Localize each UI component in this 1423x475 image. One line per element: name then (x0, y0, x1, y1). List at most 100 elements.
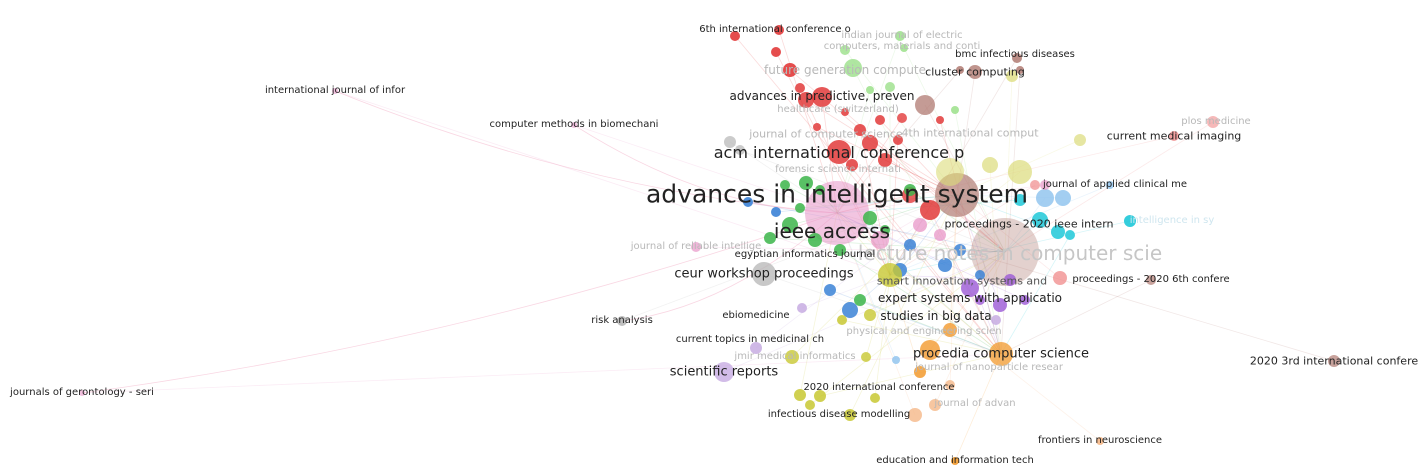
node-bubble[interactable] (1096, 437, 1104, 445)
node-bubble[interactable] (989, 342, 1013, 366)
node-label[interactable]: computer methods in biomechani (489, 119, 659, 130)
node-bubble[interactable] (812, 87, 832, 107)
node-bubble[interactable] (1036, 189, 1054, 207)
node-bubble[interactable] (808, 233, 822, 247)
node-label[interactable]: 2020 international conference (803, 382, 955, 393)
node-bubble[interactable] (1124, 215, 1136, 227)
node-bubble[interactable] (943, 323, 957, 337)
node-label[interactable]: journal of nanoparticle resear (915, 362, 1063, 373)
node-bubble[interactable] (771, 207, 781, 217)
node-bubble[interactable] (785, 350, 799, 364)
node-bubble[interactable] (954, 244, 966, 256)
node-bubble[interactable] (975, 270, 985, 280)
node-bubble[interactable] (764, 232, 776, 244)
node-bubble[interactable] (864, 309, 876, 321)
node-bubble[interactable] (920, 200, 940, 220)
node-bubble[interactable] (840, 45, 850, 55)
node-label[interactable]: smart innovation, systems and (876, 274, 1048, 288)
node-bubble[interactable] (846, 159, 858, 171)
node-bubble[interactable] (724, 136, 736, 148)
node-bubble[interactable] (1006, 70, 1018, 82)
node-bubble[interactable] (714, 362, 734, 382)
node-bubble[interactable] (814, 390, 826, 402)
node-label[interactable]: journal of advan (934, 398, 1016, 409)
node-bubble[interactable] (1207, 116, 1219, 128)
node-label[interactable]: journal of computer science (749, 127, 903, 141)
node-label[interactable]: studies in big data (880, 309, 992, 323)
node-label[interactable]: proceedings - 2020 6th confere (1072, 274, 1230, 285)
node-bubble[interactable] (934, 229, 946, 241)
node-bubble[interactable] (900, 44, 908, 52)
node-label[interactable]: current medical imaging (1106, 129, 1242, 143)
node-bubble[interactable] (956, 66, 964, 74)
node-label[interactable]: jmir medical informatics (734, 351, 856, 362)
node-label[interactable]: frontiers in neuroscience (1038, 435, 1162, 446)
node-bubble[interactable] (938, 258, 952, 272)
node-label[interactable]: scientific reports (669, 364, 779, 380)
node-label[interactable]: 4th international comput (901, 126, 1039, 140)
node-label[interactable]: lecture notes in computer scie (857, 241, 1163, 265)
node-bubble[interactable] (863, 211, 877, 225)
node-bubble[interactable] (783, 63, 797, 77)
node-bubble[interactable] (929, 399, 941, 411)
node-label[interactable]: education and information tech (876, 455, 1034, 466)
node-bubble[interactable] (813, 123, 821, 131)
node-bubble[interactable] (1146, 275, 1156, 285)
node-bubble[interactable] (1032, 212, 1048, 228)
node-bubble[interactable] (993, 298, 1007, 312)
node-bubble[interactable] (971, 218, 1039, 286)
node-bubble[interactable] (968, 65, 982, 79)
node-label[interactable]: physical and engineering scien (846, 326, 1002, 337)
node-label[interactable]: acm international conference p (713, 143, 965, 162)
node-bubble[interactable] (861, 352, 871, 362)
node-bubble[interactable] (945, 380, 955, 390)
node-bubble[interactable] (1004, 274, 1016, 286)
node-bubble[interactable] (735, 145, 745, 155)
node-bubble[interactable] (815, 185, 825, 195)
node-label[interactable]: current topics in medicinal ch (675, 334, 825, 345)
node-label[interactable]: journal of applied clinical me (1042, 179, 1188, 190)
node-label[interactable]: ceur workshop proceedings (674, 266, 854, 282)
node-label[interactable]: procedia computer science (912, 346, 1090, 362)
node-bubble[interactable] (854, 294, 866, 306)
node-bubble[interactable] (1016, 66, 1024, 74)
node-bubble[interactable] (951, 106, 959, 114)
node-bubble[interactable] (936, 116, 944, 124)
node-label[interactable]: proceedings - 2020 ieee intern (944, 217, 1114, 231)
node-bubble[interactable] (795, 83, 805, 93)
node-label[interactable]: 2020 3rd international confere (1249, 354, 1419, 368)
node-bubble[interactable] (799, 176, 813, 190)
node-bubble[interactable] (1106, 181, 1114, 189)
node-bubble[interactable] (913, 218, 927, 232)
node-label[interactable]: computers, materials and conti (823, 41, 981, 52)
node-bubble[interactable] (805, 400, 815, 410)
node-bubble[interactable] (854, 124, 866, 136)
node-label[interactable]: infectious disease modelling (767, 409, 911, 420)
node-label[interactable]: journal of reliable intellige (630, 241, 762, 252)
node-bubble[interactable] (782, 217, 798, 233)
node-bubble[interactable] (908, 408, 922, 422)
node-bubble[interactable] (780, 180, 790, 190)
node-label[interactable]: journals of gerontology - seri (10, 387, 154, 398)
node-bubble[interactable] (805, 181, 869, 245)
node-bubble[interactable] (961, 279, 979, 297)
node-bubble[interactable] (1051, 225, 1065, 239)
node-bubble[interactable] (730, 31, 740, 41)
node-bubble[interactable] (904, 184, 916, 196)
node-bubble[interactable] (1328, 355, 1340, 367)
node-bubble[interactable] (893, 135, 903, 145)
node-label[interactable]: egyptian informatics journal (734, 249, 876, 260)
node-bubble[interactable] (991, 315, 1001, 325)
node-bubble[interactable] (1030, 180, 1040, 190)
node-bubble[interactable] (975, 295, 985, 305)
node-bubble[interactable] (795, 203, 805, 213)
node-bubble[interactable] (1014, 194, 1026, 206)
node-bubble[interactable] (951, 457, 959, 465)
node-label[interactable]: risk analysis (591, 315, 653, 326)
node-bubble[interactable] (1040, 180, 1050, 190)
node-bubble[interactable] (798, 92, 814, 108)
node-label[interactable]: indian journal of electric (841, 30, 963, 41)
node-bubble[interactable] (332, 88, 338, 94)
node-bubble[interactable] (914, 366, 926, 378)
